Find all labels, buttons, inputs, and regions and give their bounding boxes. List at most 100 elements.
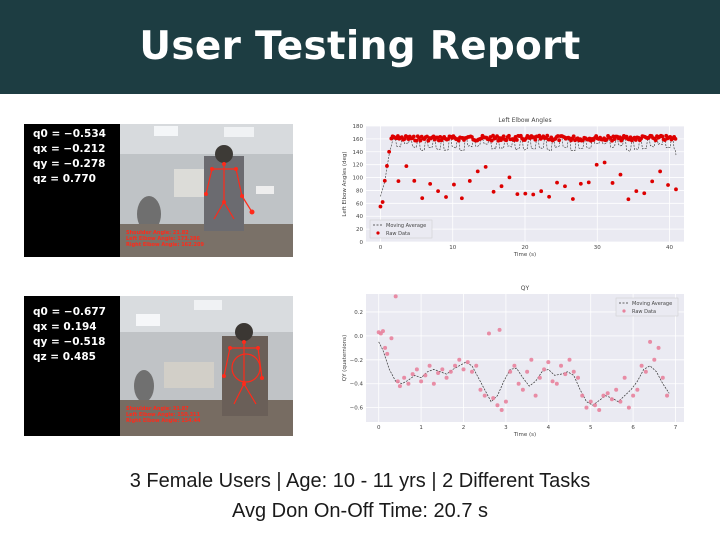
y-tick-label: 20 [356,227,363,233]
x-tick-label: 40 [666,245,673,251]
y-tick-label: 180 [353,124,364,130]
legend-raw-data-label: Raw Data [386,231,410,237]
raw-data-point [378,204,383,209]
raw-data-point [428,182,433,186]
left-elbow-angle-label: Left Elbow Angle: 150.311 [126,412,201,418]
raw-data-point [610,181,615,185]
y-tick-label: 40 [356,214,363,220]
shoulder-angle-label: Shoulder Angle: 21.82 [126,230,189,236]
raw-data-point [503,399,508,404]
raw-data-point [508,369,513,374]
raw-data-point [478,387,483,392]
raw-data-point [571,134,576,139]
y-tick-label: 160 [353,137,364,143]
raw-data-point [586,180,591,185]
quaternion-qx: qx = −0.212 [33,143,106,155]
raw-data-point [547,194,552,199]
raw-data-point [404,164,409,169]
raw-data-point [414,367,419,372]
left-elbow-angle-label: Left Elbow Angle: 173.286 [126,236,201,242]
chart-title: Left Elbow Angles [498,117,551,124]
raw-data-point [459,196,464,201]
raw-data-point [618,172,623,177]
shoulder-angle-label: Shoulder Angle: 31.87 [126,406,189,412]
raw-data-point [486,331,491,336]
raw-data-point [584,405,589,410]
raw-data-point [542,367,547,372]
quaternion-q0: q0 = −0.534 [33,128,106,140]
raw-data-point [465,360,470,365]
quaternion-q0: q0 = −0.677 [33,306,106,318]
raw-data-point [452,182,456,187]
qy-chart: 0 1 2 3 4 5 6 7 0.2 0.0 −0.2 −0.4 −0.6 QY Time (s) QY (… [328,282,692,444]
raw-data-point [588,399,593,404]
raw-data-point [520,387,525,392]
legend-moving-average-label: Moving Average [632,301,672,307]
x-tick-label: 3 [504,425,508,431]
raw-data-point [383,345,388,350]
raw-data-point [380,329,385,334]
raw-data-point [656,345,661,350]
x-tick-label: 5 [589,425,593,431]
raw-data-point [512,363,517,368]
raw-data-point [440,367,445,372]
raw-data-point [626,197,631,202]
raw-data-point [622,375,627,380]
raw-data-point [385,164,389,168]
raw-data-point [418,138,423,143]
raw-data-point [592,403,597,408]
raw-data-point [444,195,448,199]
raw-data-point [436,189,440,194]
raw-data-point [533,137,538,142]
raw-data-point [525,369,530,374]
raw-data-point [504,138,509,143]
raw-data-point [410,372,415,377]
raw-data-point [559,363,564,368]
quaternion-qz: qz = 0.485 [33,351,96,363]
raw-data-point [571,369,576,374]
raw-data-point [507,133,511,138]
raw-data-point [660,375,665,380]
raw-data-point [495,134,499,139]
raw-data-point [470,369,474,374]
raw-data-point [448,369,453,374]
y-tick-label: −0.6 [350,406,364,412]
raw-data-point [411,134,416,139]
x-tick-label: 30 [594,245,601,251]
raw-data-point [495,403,500,408]
raw-data-point [639,363,644,368]
raw-data-point [609,397,614,402]
y-tick-label: 0.0 [354,334,363,340]
raw-data-point [385,351,390,356]
legend-raw-data-swatch [622,309,626,313]
raw-data-point [539,189,544,194]
raw-data-point [665,393,670,398]
raw-data-point [395,379,400,384]
title-banner: User Testing Report [0,0,720,94]
qy-plot: 0 1 2 3 4 5 6 7 0.2 0.0 −0.2 −0.4 −0.6 QY Time (s) QY (… [342,285,684,438]
legend-box [615,297,679,317]
raw-data-point [387,149,392,154]
right-elbow-angle-label: Right Elbow Angle: 162.209 [126,242,204,248]
left-elbow-angles-chart: 0 10 20 30 40 0 20 40 60 80 100 120 140 160 180 Left El… [328,114,692,264]
raw-data-point [453,363,458,368]
raw-data-point [674,187,678,192]
raw-data-point [570,197,575,201]
raw-data-point [549,135,554,140]
raw-data-point [653,138,658,143]
raw-data-point [501,134,506,139]
quaternion-qx: qx = 0.194 [33,321,97,333]
raw-data-point [467,179,472,183]
raw-data-point [652,357,657,362]
raw-data-point [507,175,512,180]
summary-line-1: 3 Female Users | Age: 10 - 11 yrs | 2 Di… [129,470,591,492]
raw-data-point [444,375,449,380]
quaternion-readout: q0 = −0.677 qx = 0.194 qy = −0.518 qz = … [24,296,120,436]
raw-data-point [393,294,398,299]
raw-data-point [643,369,648,374]
x-tick-label: 0 [377,425,381,431]
raw-data-point [601,393,606,398]
x-tick-label: 2 [462,425,466,431]
y-tick-label: 80 [356,188,363,194]
y-tick-label: 60 [356,201,363,207]
